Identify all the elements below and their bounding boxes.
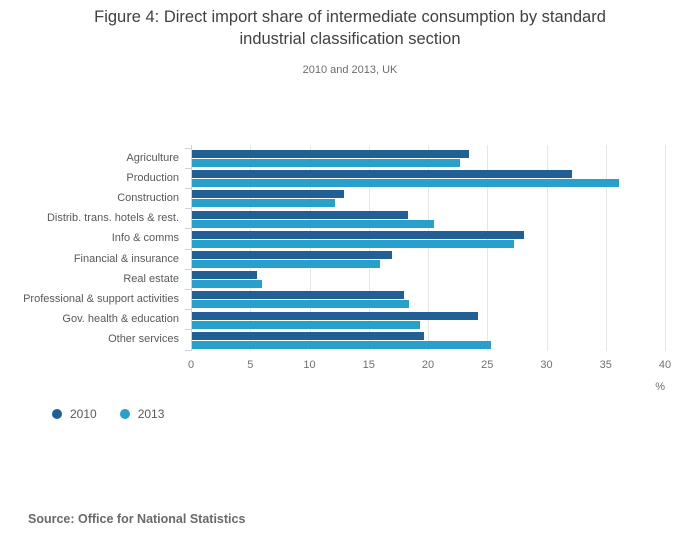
y-category-label: Distrib. trans. hotels & rest.: [46, 212, 179, 225]
gridline-20: [428, 145, 429, 351]
x-tick-label-35: 35: [599, 359, 612, 371]
bar-2010-agriculture: [192, 150, 470, 158]
legend-label-2010: 2010: [70, 407, 97, 421]
chart-title-line2: industrial classification section: [239, 30, 461, 48]
bar-2013-info-comms: [192, 239, 515, 248]
gridline-5: [250, 145, 252, 351]
y-category-label: Other services: [108, 333, 179, 346]
bar-2010-production: [192, 170, 573, 179]
gridline-40: [665, 145, 666, 351]
bar-2010-info-comms: [192, 230, 524, 239]
bar-2013-gov-health-education: [192, 320, 420, 329]
bar-2010-distrib-trans-hotels-rest-: [192, 210, 408, 219]
bar-2013-construction: [192, 199, 336, 208]
bar-2013-agriculture: [192, 159, 460, 167]
y-axis-category-labels: Agriculture Production Construction Distrib…: [0, 145, 179, 351]
y-axis-tick: [185, 309, 192, 311]
source-text: Source: Office for National Statistics: [28, 512, 246, 526]
bar-2010-professional-support-activities: [192, 291, 405, 300]
y-category-label: Financial & insurance: [73, 252, 179, 265]
y-axis-tick: [185, 208, 192, 210]
bar-2010-real-estate: [192, 271, 258, 280]
gridline-30: [546, 145, 548, 351]
y-axis-tick: [185, 167, 192, 169]
y-category-label: Production: [126, 171, 179, 184]
y-axis-tick: [185, 288, 192, 290]
y-axis-tick: [185, 268, 192, 270]
y-axis-tick: [185, 329, 192, 331]
gridline-10: [309, 145, 311, 351]
bar-2013-distrib-trans-hotels-rest-: [192, 219, 434, 228]
legend-item-2013[interactable]: 2013: [119, 407, 165, 421]
y-category-label: Real estate: [123, 272, 179, 285]
y-axis-tick: [185, 187, 192, 189]
chart-title: Figure 4: Direct import share of interme…: [0, 6, 700, 50]
y-axis-tick: [185, 248, 192, 250]
gridline-25: [487, 145, 489, 351]
gridline-35: [605, 145, 607, 351]
gridline-15: [368, 145, 370, 351]
y-axis-tick: [185, 349, 192, 351]
bar-2010-construction: [192, 190, 344, 199]
x-tick-label-5: 5: [247, 359, 254, 371]
bar-2010-other-services: [192, 331, 425, 340]
y-axis-tick: [185, 147, 192, 149]
x-tick-label-40: 40: [658, 359, 672, 371]
bar-2013-financial-insurance: [192, 260, 381, 268]
bar-2013-professional-support-activities: [192, 300, 409, 309]
x-axis-tick-labels: 0 5 10 15 20 25 30 35 40: [187, 359, 671, 373]
bar-2013-real-estate: [192, 280, 262, 289]
plot-area: [185, 145, 666, 351]
y-category-label: Info & comms: [111, 232, 179, 245]
x-tick-label-15: 15: [362, 359, 375, 371]
y-category-label: Professional & support activities: [23, 292, 179, 305]
legend: 2010 2013: [52, 406, 164, 422]
bar-2010-financial-insurance: [192, 251, 393, 259]
x-tick-label-25: 25: [481, 359, 494, 371]
x-tick-label-20: 20: [421, 359, 435, 371]
x-tick-label-10: 10: [303, 359, 316, 371]
bar-2010-gov-health-education: [192, 311, 478, 320]
legend-item-2010[interactable]: 2010: [52, 407, 97, 421]
bar-2013-production: [192, 179, 619, 188]
y-category-label: Agriculture: [126, 151, 179, 164]
chart-title-line1: Figure 4: Direct import share of interme…: [94, 8, 606, 26]
bar-2013-other-services: [192, 340, 491, 349]
y-category-label: Construction: [117, 191, 179, 204]
x-tick-label-30: 30: [540, 359, 553, 371]
y-category-label: Gov. health & education: [62, 313, 179, 326]
legend-marker-2010: [52, 409, 62, 419]
legend-marker-2013: [119, 409, 130, 419]
chart-subtitle: 2010 and 2013, UK: [302, 64, 398, 76]
y-axis-tick: [185, 228, 192, 230]
x-axis-unit-label: %: [655, 381, 665, 393]
x-tick-label-0: 0: [187, 359, 195, 371]
legend-label-2013: 2013: [137, 407, 165, 421]
